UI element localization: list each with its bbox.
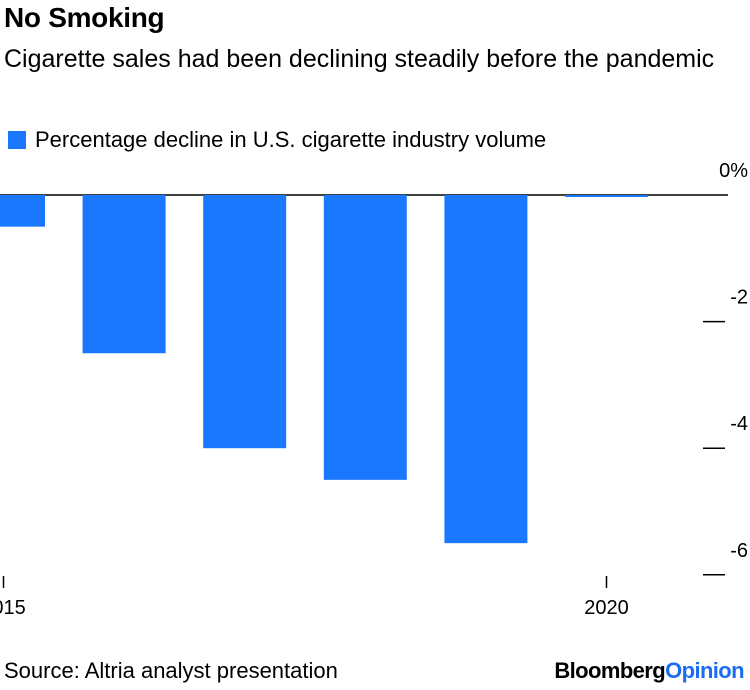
y-tick-label: 0% (719, 160, 748, 182)
brand-opinion: Opinion (665, 658, 745, 683)
bar-2018 (323, 195, 407, 480)
chart-subtitle: Cigarette sales had been declining stead… (4, 45, 715, 73)
source-note: Source: Altria analyst presentation (4, 658, 338, 683)
bar-2020 (565, 195, 648, 197)
y-tick-label: -2 (730, 287, 748, 309)
chart-title: No Smoking (4, 2, 165, 33)
bar-2017 (203, 195, 287, 449)
legend-label: Percentage decline in U.S. cigarette ind… (35, 127, 547, 152)
y-tick-label: -4 (730, 413, 748, 435)
brand-bloomberg: Bloomberg (554, 658, 666, 683)
x-tick-label: 2015 (0, 597, 26, 619)
bar-chart: 0% -2 -4 -6 2015 2020 (0, 160, 748, 619)
bloomberg-opinion-logo: BloombergOpinion (554, 658, 744, 684)
bar-2019 (444, 195, 528, 544)
legend-swatch (8, 131, 26, 149)
bar-2015 (0, 195, 45, 227)
bar-2016 (82, 195, 166, 354)
legend: Percentage decline in U.S. cigarette ind… (8, 126, 546, 154)
y-tick-label: -6 (730, 540, 748, 562)
x-tick-label: 2020 (584, 597, 629, 619)
